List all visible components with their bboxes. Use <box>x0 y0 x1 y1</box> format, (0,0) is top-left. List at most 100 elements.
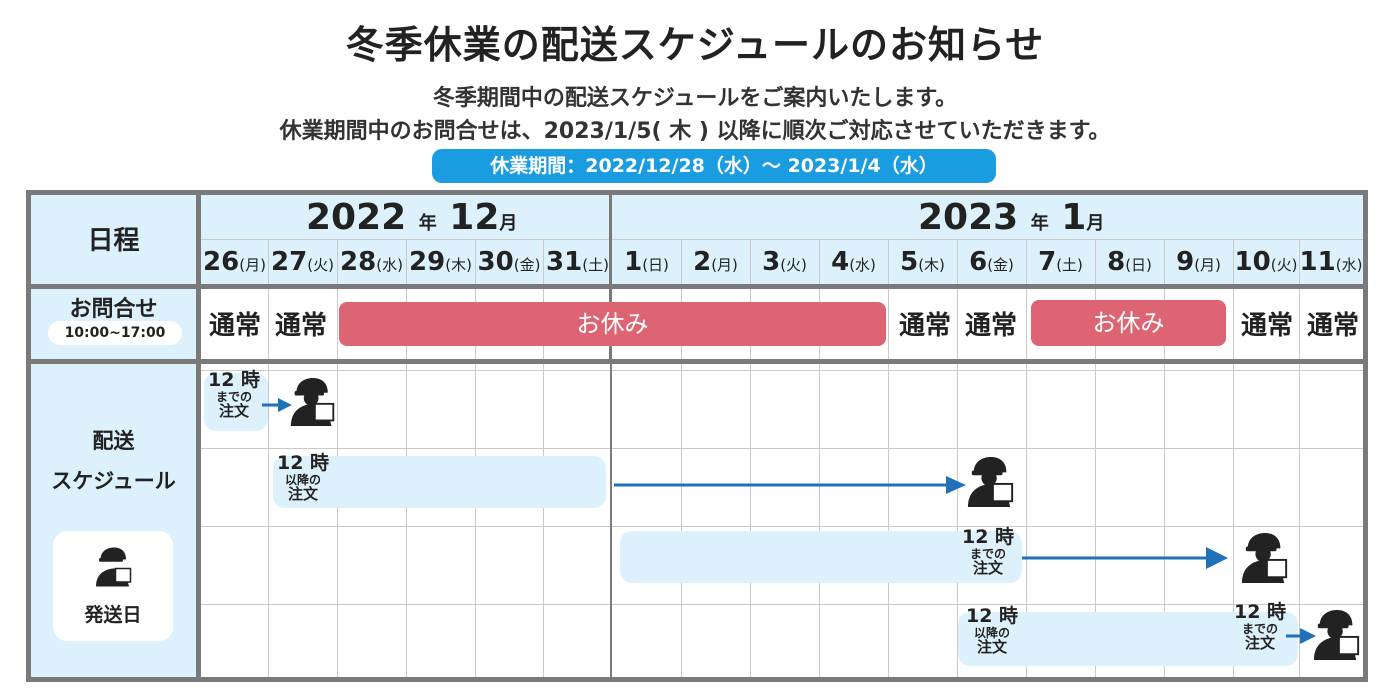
grid-line <box>819 239 820 284</box>
grid-line <box>681 364 682 677</box>
grid-line <box>268 239 269 284</box>
order-note: 12 時までの 注文 <box>1233 601 1287 652</box>
normal-label: 通常 <box>1240 311 1293 341</box>
grid-line <box>750 364 751 677</box>
schedule-label: 日程 <box>87 226 140 256</box>
delivery-person-icon <box>94 546 134 588</box>
month-dec: 2022 年 12月 <box>306 197 518 238</box>
inquiry-hours: 10:00~17:00 <box>48 321 182 345</box>
inquiry-notice: 休業期間中のお問合せは、2023/1/5( 木 ) 以降に順次ご対応させていただ… <box>279 119 1111 144</box>
grid-line <box>201 604 1363 605</box>
normal-label: 通常 <box>208 311 261 341</box>
day-label: 2(月) <box>693 247 738 277</box>
row-divider <box>31 359 1363 364</box>
arrow <box>614 476 966 494</box>
grid-line <box>1299 289 1300 359</box>
grid-line <box>888 289 889 359</box>
grid-line <box>1164 364 1165 677</box>
day-label: 8(日) <box>1107 247 1152 277</box>
order-band <box>958 612 1298 666</box>
grid-line <box>681 239 682 284</box>
day-label: 9(月) <box>1176 247 1221 277</box>
grid-line <box>1233 239 1234 284</box>
normal-label: 通常 <box>274 311 327 341</box>
grid-line <box>957 364 958 677</box>
delivery-label: 配送 <box>92 429 135 453</box>
order-note: 12 時以降の 注文 <box>965 605 1019 656</box>
day-label: 31(土) <box>546 247 609 277</box>
delivery-label-2: スケジュール <box>51 469 176 493</box>
month-divider <box>609 195 612 360</box>
grid-line <box>819 364 820 677</box>
inquiry-label: お問合せ <box>69 297 158 322</box>
grid-line <box>888 239 889 284</box>
grid-line <box>543 239 544 284</box>
day-label: 27(火) <box>271 247 334 277</box>
delivery-person-icon <box>289 376 337 428</box>
day-label: 7(土) <box>1038 247 1083 277</box>
month-divider <box>610 364 612 677</box>
grid-line <box>1026 289 1027 359</box>
day-label: 28(水) <box>340 247 403 277</box>
order-note: 12 時までの 注文 <box>961 526 1015 577</box>
grid-line <box>406 239 407 284</box>
day-label: 3(火) <box>762 247 807 277</box>
grid-line <box>1299 239 1300 284</box>
grid-line <box>1233 364 1234 677</box>
grid-line <box>337 289 338 359</box>
grid-line <box>543 364 544 677</box>
day-label: 30(金) <box>477 247 541 277</box>
legend-label: 発送日 <box>84 604 142 626</box>
grid-line <box>1299 364 1300 677</box>
order-band <box>620 531 1022 583</box>
day-label: 10(火) <box>1234 247 1298 277</box>
grid-line <box>750 239 751 284</box>
grid-line <box>1233 289 1234 359</box>
normal-label: 通常 <box>1306 311 1359 341</box>
grid-line <box>1164 239 1165 284</box>
grid-line <box>1095 364 1096 677</box>
holiday-period-badge: 休業期間：2022/12/28（水）～ 2023/1/4（水） <box>432 149 996 183</box>
grid-line <box>337 239 338 284</box>
delivery-person-icon <box>966 455 1016 509</box>
order-band <box>273 456 606 508</box>
holiday-bar: お休み <box>339 302 886 346</box>
grid-line <box>268 289 269 359</box>
normal-label: 通常 <box>898 311 951 341</box>
grid-line <box>475 239 476 284</box>
day-label: 11(水) <box>1299 247 1363 277</box>
delivery-person-icon <box>1240 531 1290 585</box>
month-jan: 2023 年 1月 <box>918 197 1105 238</box>
arrow <box>1286 628 1316 644</box>
grid-line <box>201 370 1363 371</box>
grid-line <box>268 364 269 677</box>
grid-line <box>1095 239 1096 284</box>
grid-line <box>957 289 958 359</box>
header-divider <box>201 239 1363 240</box>
grid-line <box>957 239 958 284</box>
grid-line <box>201 526 1363 527</box>
arrow <box>262 397 292 412</box>
day-label: 4(水) <box>831 247 876 277</box>
grid-line <box>337 364 338 677</box>
day-label: 6(金) <box>969 247 1014 277</box>
order-note: 12 時以降の 注文 <box>276 452 330 503</box>
order-note: 12 時までの 注文 <box>207 369 261 420</box>
holiday-bar: お休み <box>1031 300 1226 346</box>
row-divider <box>31 284 1363 289</box>
order-band <box>204 373 268 431</box>
day-label: 1(日) <box>624 247 669 277</box>
column-divider <box>196 195 201 677</box>
grid-line <box>1026 239 1027 284</box>
day-label: 29(木) <box>409 247 472 277</box>
grid-line <box>888 364 889 677</box>
grid-line <box>1026 364 1027 677</box>
intro-line: 冬季期間中の配送スケジュールをご案内いたします。 <box>432 86 958 111</box>
grid-line <box>475 364 476 677</box>
arrow <box>1022 547 1228 569</box>
day-label: 5(木) <box>900 247 945 277</box>
page-title: 冬季休業の配送スケジュールのお知らせ <box>345 23 1045 67</box>
grid-line <box>406 364 407 677</box>
day-label: 26(月) <box>203 247 266 277</box>
normal-label: 通常 <box>964 311 1017 341</box>
